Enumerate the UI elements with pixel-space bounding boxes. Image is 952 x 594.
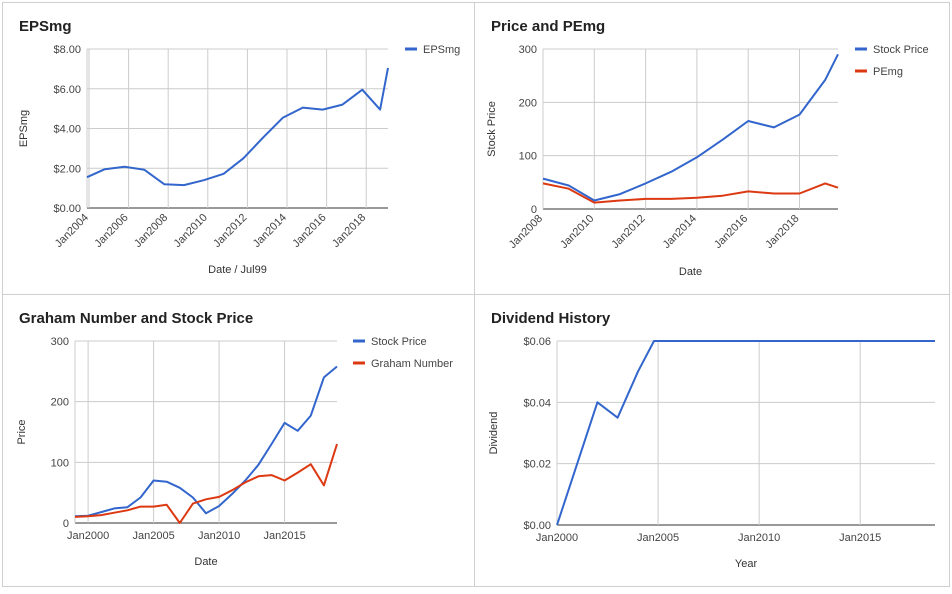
x-tick-label: Jan2008 <box>132 212 170 250</box>
x-axis-title: Year <box>735 558 758 570</box>
y-tick-label: $8.00 <box>53 44 81 56</box>
x-tick-label: Jan2010 <box>558 213 596 251</box>
graham-price-chart-panel: Graham Number and Stock Price 0 100 200 300… <box>2 294 475 587</box>
x-axis-title: Date <box>194 556 217 568</box>
y-tick-label: $2.00 <box>53 163 81 175</box>
x-tick-label: Jan2010 <box>172 212 210 250</box>
x-tick-label: Jan2018 <box>330 212 368 250</box>
y-tick-label: 0 <box>63 518 69 530</box>
x-tick-label: Jan2015 <box>839 532 881 544</box>
x-tick-label: Jan2016 <box>290 212 328 250</box>
series-line <box>556 340 935 526</box>
x-tick-label: Jan2010 <box>198 530 240 542</box>
legend-label: Graham Number <box>371 358 453 370</box>
legend-label: EPSmg <box>423 44 460 56</box>
x-tick-label: Jan2006 <box>92 212 130 250</box>
chart-title: Dividend History <box>491 310 611 327</box>
legend-label: PEmg <box>873 66 903 78</box>
x-axis-title: Date / Jul99 <box>208 264 267 276</box>
y-tick-label: 0 <box>531 204 537 216</box>
y-axis-title: EPSmg <box>18 110 30 147</box>
x-tick-label: Jan2014 <box>251 212 289 250</box>
y-tick-label: $6.00 <box>53 84 81 96</box>
dividend-history-chart: Dividend History $0.00 $0.02 $0.04 $0.06 Jan… <box>488 310 935 570</box>
graham-price-chart: Graham Number and Stock Price 0 100 200 300… <box>16 310 453 568</box>
y-axis-title: Dividend <box>488 412 500 455</box>
y-tick-label: 100 <box>51 457 69 469</box>
x-tick-label: Jan2005 <box>637 532 679 544</box>
x-tick-label: Jan2014 <box>661 213 699 251</box>
y-tick-label: $0.00 <box>53 203 81 215</box>
series-line <box>542 53 839 202</box>
y-tick-label: $0.00 <box>523 520 551 532</box>
legend-label: Stock Price <box>873 44 929 56</box>
x-tick-label: Jan2000 <box>67 530 109 542</box>
x-tick-label: Jan2008 <box>507 213 545 251</box>
x-tick-label: Jan2016 <box>712 213 750 251</box>
dividend-history-chart-panel: Dividend History $0.00 $0.02 $0.04 $0.06 Jan… <box>474 294 950 587</box>
y-axis-title: Stock Price <box>486 101 498 157</box>
y-tick-label: $0.04 <box>523 397 551 409</box>
price-pe-chart: Price and PEmg 0 100 200 300 Jan2008 Jan2010 J… <box>486 18 929 278</box>
y-tick-label: $0.06 <box>523 336 551 348</box>
y-tick-label: 100 <box>519 151 537 163</box>
y-tick-label: $4.00 <box>53 124 81 136</box>
chart-title: Graham Number and Stock Price <box>19 310 253 327</box>
y-axis-title: Price <box>16 419 28 444</box>
x-tick-label: Jan2005 <box>132 530 174 542</box>
x-tick-label: Jan2012 <box>609 213 647 251</box>
y-tick-label: 300 <box>519 44 537 56</box>
x-tick-label: Jan2000 <box>536 532 578 544</box>
series-line <box>74 365 338 518</box>
series-line <box>86 67 389 187</box>
x-tick-label: Jan2004 <box>53 212 91 250</box>
y-tick-label: 200 <box>51 397 69 409</box>
y-tick-label: 200 <box>519 97 537 109</box>
series-line <box>74 443 338 524</box>
series-line <box>542 182 839 204</box>
y-tick-label: $0.02 <box>523 459 551 471</box>
chart-title: EPSmg <box>19 18 72 35</box>
x-axis-title: Date <box>679 266 702 278</box>
y-tick-label: 300 <box>51 336 69 348</box>
x-tick-label: Jan2015 <box>263 530 305 542</box>
x-tick-label: Jan2010 <box>738 532 780 544</box>
chart-title: Price and PEmg <box>491 18 605 35</box>
price-pe-chart-panel: Price and PEmg 0 100 200 300 Jan2008 Jan2010 J… <box>474 2 950 295</box>
eps-chart-panel: EPSmg $0.00 $2.00 $4.00 $6.00 $8.00 Jan2004 Ja… <box>2 2 475 295</box>
legend-label: Stock Price <box>371 336 427 348</box>
x-tick-label: Jan2018 <box>763 213 801 251</box>
x-tick-label: Jan2012 <box>211 212 249 250</box>
